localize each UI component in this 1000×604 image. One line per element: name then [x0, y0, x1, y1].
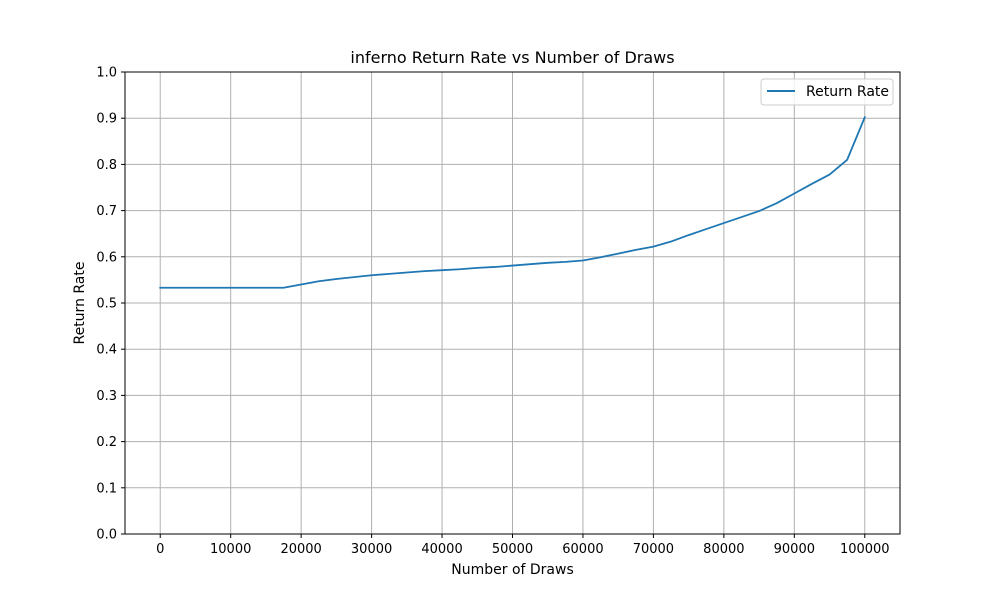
y-tick-label: 0.5	[96, 297, 117, 312]
y-tick-label: 0.3	[96, 389, 117, 404]
y-tick-label: 0.8	[96, 158, 117, 173]
legend-label: Return Rate	[806, 84, 889, 100]
y-tick-label: 0.4	[96, 343, 117, 358]
x-tick-label: 40000	[421, 542, 462, 557]
x-tick-label: 70000	[633, 542, 674, 557]
x-axis-label: Number of Draws	[451, 562, 574, 578]
x-tick-label: 0	[156, 542, 164, 557]
x-tick-label: 80000	[703, 542, 744, 557]
y-tick-label: 0.1	[96, 481, 117, 496]
x-tick-label: 10000	[210, 542, 251, 557]
y-tick-label: 0.0	[96, 528, 117, 543]
y-tick-label: 0.7	[96, 204, 117, 219]
y-axis-label: Return Rate	[72, 261, 88, 344]
x-tick-label: 30000	[351, 542, 392, 557]
y-tick-label: 0.2	[96, 435, 117, 450]
y-tick-label: 1.0	[96, 66, 117, 81]
x-tick-label: 90000	[774, 542, 815, 557]
y-tick-label: 0.9	[96, 112, 117, 127]
x-tick-label: 100000	[840, 542, 890, 557]
chart-title: inferno Return Rate vs Number of Draws	[350, 48, 674, 67]
legend: Return Rate	[761, 79, 893, 105]
x-tick-label: 50000	[492, 542, 533, 557]
y-tick-label: 0.6	[96, 250, 117, 265]
x-tick-label: 60000	[562, 542, 603, 557]
x-tick-label: 20000	[280, 542, 321, 557]
